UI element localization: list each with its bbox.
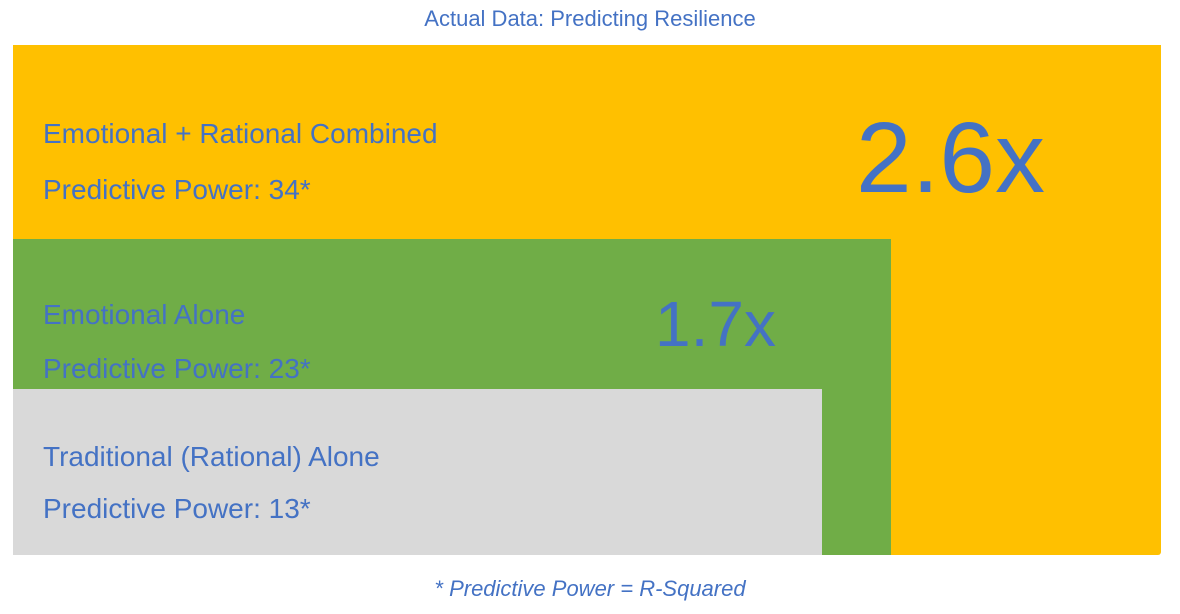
emotional-power: Predictive Power: 23* bbox=[43, 353, 311, 384]
traditional-label: Traditional (Rational) Alone bbox=[43, 441, 380, 472]
combined-label: Emotional + Rational Combined bbox=[43, 118, 438, 149]
combined-power: Predictive Power: 34* bbox=[43, 174, 311, 205]
traditional-power: Predictive Power: 13* bbox=[43, 493, 311, 524]
combined-multiplier: 2.6x bbox=[856, 102, 1046, 214]
footnote: * Predictive Power = R-Squared bbox=[434, 576, 746, 601]
diagram-title: Actual Data: Predicting Resilience bbox=[424, 6, 756, 31]
emotional-multiplier: 1.7x bbox=[655, 288, 776, 360]
emotional-label: Emotional Alone bbox=[43, 299, 246, 330]
traditional-block bbox=[13, 389, 822, 555]
